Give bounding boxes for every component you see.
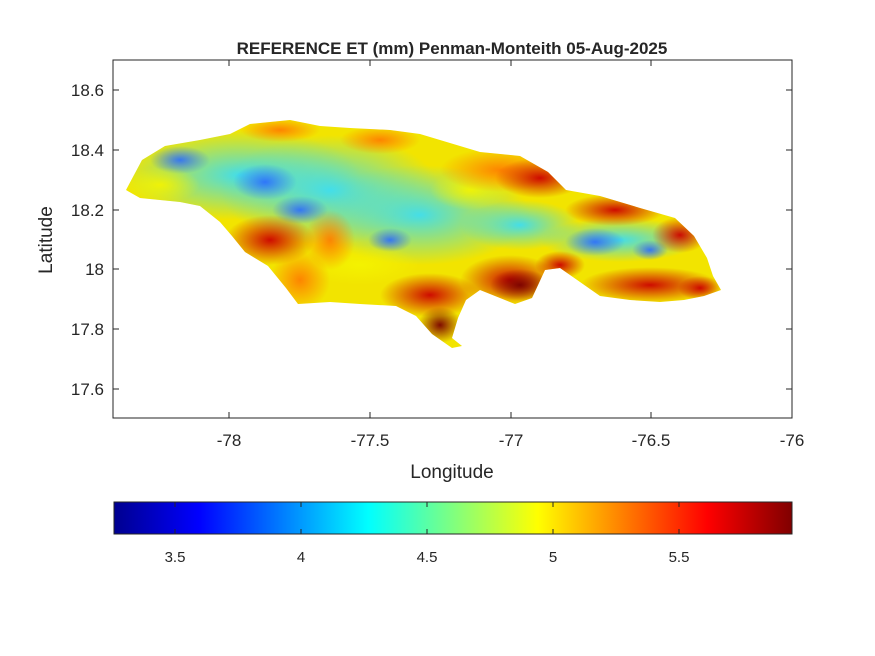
y-tick-label: 17.6 xyxy=(71,380,104,399)
x-tick-label: -77.5 xyxy=(351,431,390,450)
colorbar-tick-label: 5 xyxy=(549,549,557,566)
x-tick-label: -77 xyxy=(499,431,524,450)
y-tick-label: 18.6 xyxy=(71,81,104,100)
y-tick-labels: 17.6 17.8 18 18.2 18.4 18.6 xyxy=(71,81,104,399)
colorbar-tick-labels: 3.5 4 4.5 5 5.5 xyxy=(165,549,690,566)
y-tick-label: 18.2 xyxy=(71,201,104,220)
colorbar-tick-label: 5.5 xyxy=(669,549,690,566)
x-tick-label: -78 xyxy=(217,431,242,450)
colorbar-ticks xyxy=(174,502,680,534)
colorbar-tick-label: 3.5 xyxy=(165,549,186,566)
axis-ticks xyxy=(113,60,793,418)
colorbar xyxy=(113,501,793,535)
x-axis-label: Longitude xyxy=(410,462,493,483)
y-tick-label: 18 xyxy=(85,260,104,279)
x-tick-label: -76 xyxy=(780,431,805,450)
colorbar-tick-label: 4 xyxy=(297,549,305,566)
colorbar-tick-label: 4.5 xyxy=(417,549,438,566)
y-axis-label: Latitude xyxy=(36,206,57,274)
y-tick-label: 18.4 xyxy=(71,141,104,160)
map-title: REFERENCE ET (mm) Penman-Monteith 05-Aug… xyxy=(237,39,668,58)
x-tick-labels: -78 -77.5 -77 -76.5 -76 xyxy=(217,431,805,450)
y-tick-label: 17.8 xyxy=(71,320,104,339)
x-tick-label: -76.5 xyxy=(632,431,671,450)
